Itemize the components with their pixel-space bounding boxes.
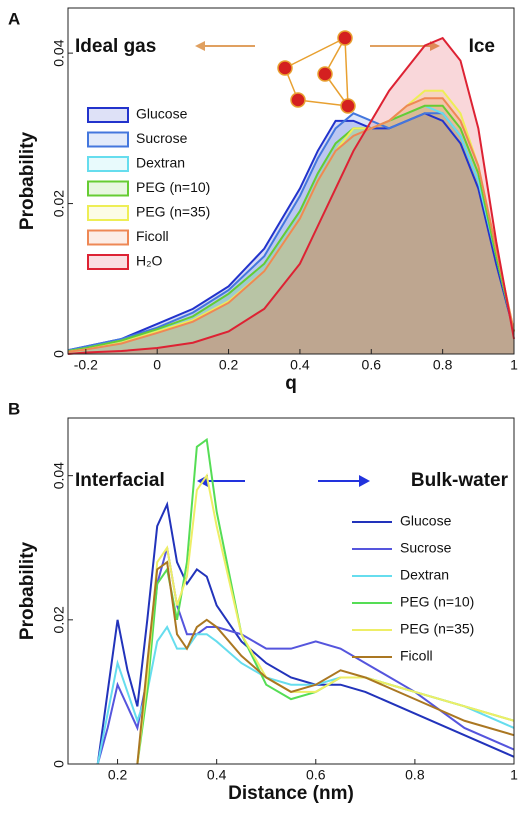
y-tick-label: 0.02 [51, 606, 67, 633]
x-tick-label: 1 [510, 767, 518, 783]
plot-frame [67, 7, 515, 355]
x-axis-label: q [285, 373, 297, 394]
legend-label: PEG (n=10) [136, 179, 210, 195]
series-line [96, 547, 515, 765]
series-line [67, 104, 515, 352]
series-line [67, 36, 515, 355]
annotation: Interfacial [75, 470, 165, 491]
x-tick-label: 0 [153, 357, 161, 373]
series-line [67, 97, 515, 353]
legend-swatch [87, 156, 129, 172]
series-line [96, 501, 515, 765]
x-tick-label: 0.2 [108, 767, 128, 783]
x-tick-label: 0.4 [290, 357, 310, 373]
x-tick-label: -0.2 [74, 357, 98, 373]
area-fill [68, 98, 514, 355]
x-tick-label: 0.6 [306, 767, 326, 783]
series-line [67, 89, 515, 353]
x-tick-label: 0.6 [362, 357, 382, 373]
y-tick-label: 0.02 [51, 190, 67, 217]
y-tick-label: 0 [51, 760, 67, 768]
x-tick-label: 1 [510, 357, 518, 373]
legend-label: Dextran [136, 155, 185, 171]
area-fill [68, 113, 514, 354]
legend-label: Sucrose [400, 540, 452, 556]
panel-label: B [8, 399, 20, 418]
legend-label: PEG (n=35) [136, 204, 210, 220]
legend-label: Dextran [400, 567, 449, 583]
molecule-icon [277, 30, 356, 114]
area-fill [68, 105, 514, 354]
x-tick-label: 0.8 [405, 767, 425, 783]
legend-swatch [87, 107, 129, 123]
y-axis-label: Probability [17, 131, 38, 230]
annotation: Bulk-water [411, 470, 509, 491]
legend-label: PEG (n=10) [400, 594, 474, 610]
x-tick-label: 0.4 [207, 767, 227, 783]
area-fill [68, 38, 514, 355]
legend-label: PEG (n=35) [400, 621, 474, 637]
legend-label: H₂O [136, 253, 163, 269]
legend-label: Glucose [136, 106, 188, 122]
legend-swatch [87, 205, 129, 221]
area-fill [68, 113, 514, 354]
legend-label: Ficoll [400, 648, 433, 664]
legend-swatch [87, 180, 129, 197]
x-tick-label: 0.8 [433, 357, 453, 373]
legend-swatch [87, 254, 129, 270]
y-tick-label: 0 [51, 350, 67, 358]
y-axis-label: Probability [17, 541, 38, 640]
legend-label: Sucrose [136, 130, 188, 146]
legend-label: Ficoll [136, 228, 169, 244]
x-axis-label: Distance (nm) [228, 783, 354, 804]
series-line [136, 560, 515, 765]
x-tick-label: 0.2 [219, 357, 239, 373]
panel-label: A [8, 9, 20, 28]
annotation: Ice [469, 36, 495, 57]
y-tick-label: 0.04 [51, 462, 67, 489]
series-line [136, 473, 515, 765]
legend-label: Glucose [400, 513, 452, 529]
annotation: Ideal gas [75, 36, 156, 57]
area-fill [68, 105, 514, 354]
legend-swatch [87, 131, 129, 148]
plot-frame [67, 417, 515, 765]
y-tick-label: 0.04 [51, 39, 67, 66]
legend-swatch [87, 229, 129, 246]
area-fill [68, 90, 514, 354]
